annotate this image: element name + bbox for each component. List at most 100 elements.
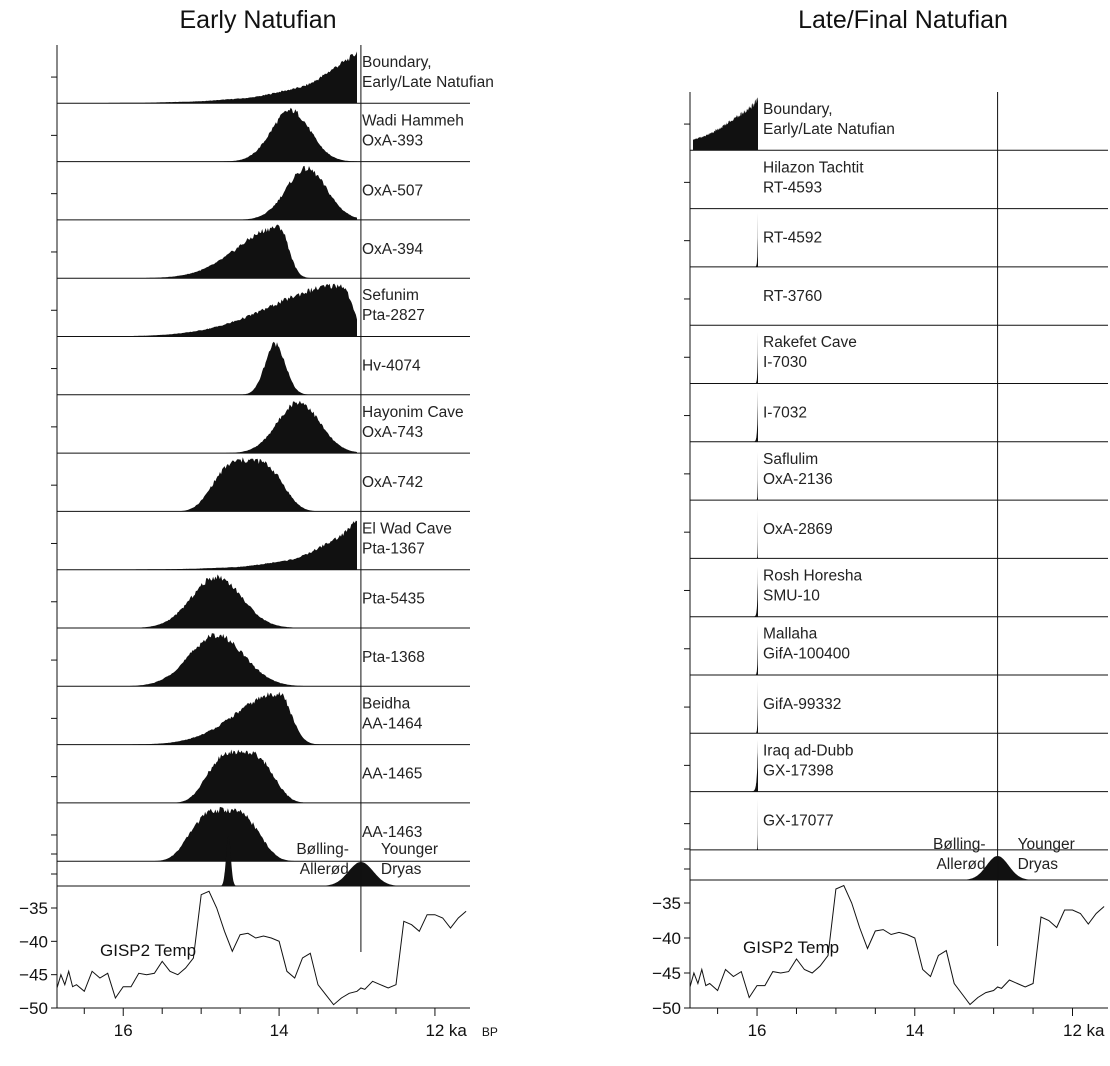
y-tick-label: −40 bbox=[652, 929, 681, 948]
x-tick-label: 14 bbox=[270, 1021, 289, 1040]
younger-dryas-label: Younger Dryas bbox=[1018, 836, 1075, 873]
row-label-line: Rosh Horesha bbox=[763, 567, 862, 584]
distribution-row: AA-1465 bbox=[51, 749, 470, 804]
x-axis-unit-label: ka bbox=[1087, 1021, 1106, 1040]
row-label: Iraq ad-Dubb GX-17398 bbox=[763, 742, 853, 779]
distribution-row: OxA-742 bbox=[51, 457, 470, 512]
distribution-row: Hilazon Tachtit RT-4593 bbox=[684, 159, 1108, 210]
row-label-line: Iraq ad-Dubb bbox=[763, 742, 853, 759]
probability-distribution bbox=[693, 509, 758, 559]
distribution-row: Hayonim Cave OxA-743 bbox=[51, 400, 470, 454]
row-label: OxA-2869 bbox=[763, 521, 833, 538]
row-label-line: Hayonim Cave bbox=[362, 404, 464, 421]
probability-distribution bbox=[693, 740, 758, 792]
late-final-natufian-panel: Late/Final Natufian Boundary, Early/Late N… bbox=[652, 6, 1108, 1040]
row-label-line: OxA-2869 bbox=[763, 521, 833, 538]
distribution-row: Wadi Hammeh OxA-393 bbox=[51, 107, 470, 163]
probability-distribution bbox=[693, 566, 758, 617]
climate-row: Bølling- Allerød Younger Dryas bbox=[684, 836, 1108, 881]
x-axis-unit-label: ka bbox=[449, 1021, 468, 1040]
row-label-line: OxA-743 bbox=[362, 424, 423, 441]
row-label-line: OxA-394 bbox=[362, 241, 424, 258]
y-tick-label: −35 bbox=[652, 894, 681, 913]
gisp2-temperature-plot: GISP2 Temp −35 −40 −45 −50 bbox=[19, 890, 467, 1018]
x-axis-unit-suffix: BP bbox=[482, 1025, 498, 1039]
y-tick-label: −50 bbox=[19, 999, 48, 1018]
row-label: AA-1463 bbox=[362, 824, 422, 841]
climate-label-line: Dryas bbox=[381, 861, 422, 878]
row-label-line: Pta-1367 bbox=[362, 540, 425, 557]
climate-label-line: Bølling- bbox=[296, 841, 349, 858]
probability-distribution bbox=[693, 212, 758, 267]
probability-distribution bbox=[60, 457, 357, 512]
row-label-line: GX-17398 bbox=[763, 762, 834, 779]
distribution-row: Boundary, Early/Late Natufian bbox=[51, 51, 494, 104]
distribution-row: Pta-1368 bbox=[51, 633, 470, 687]
probability-distribution bbox=[60, 224, 357, 279]
row-label-line: I-7032 bbox=[763, 405, 807, 422]
y-tick-label: −35 bbox=[19, 899, 48, 918]
probability-distribution bbox=[60, 107, 357, 162]
bolling-allerod-label: Bølling- Allerød bbox=[933, 836, 986, 873]
row-label-line: AA-1464 bbox=[362, 715, 423, 732]
x-tick-label: 16 bbox=[114, 1021, 133, 1040]
climate-label-line: Younger bbox=[1018, 836, 1075, 853]
row-label-line: Sefunim bbox=[362, 287, 419, 304]
row-label: OxA-507 bbox=[362, 183, 423, 200]
row-label-line: SMU-10 bbox=[763, 587, 820, 604]
panel-title: Late/Final Natufian bbox=[798, 6, 1008, 34]
row-label-line: GifA-99332 bbox=[763, 696, 841, 713]
probability-distribution bbox=[60, 51, 357, 104]
row-label-line: GX-17077 bbox=[763, 813, 834, 830]
climate-label-line: Bølling- bbox=[933, 836, 986, 853]
climate-label-line: Younger bbox=[381, 841, 438, 858]
distribution-row: GifA-99332 bbox=[684, 681, 1108, 734]
row-label-line: GifA-100400 bbox=[763, 646, 850, 663]
y-tick-label: −50 bbox=[652, 999, 681, 1018]
row-label-line: Pta-2827 bbox=[362, 307, 425, 324]
climate-label-line: Dryas bbox=[1018, 856, 1059, 873]
probability-distribution bbox=[60, 400, 357, 454]
row-label-line: I-7030 bbox=[763, 354, 807, 371]
probability-distribution bbox=[60, 806, 357, 862]
row-label-line: Early/Late Natufian bbox=[362, 74, 494, 91]
climate-event-distribution bbox=[220, 836, 237, 886]
row-label: Saflulim OxA-2136 bbox=[763, 451, 833, 488]
early-natufian-panel: Early Natufian Boundary, Early/Late Natufi… bbox=[19, 6, 498, 1040]
gisp2-temperature-plot: GISP2 Temp −35 −40 −45 −50 bbox=[652, 884, 1105, 1018]
probability-distribution bbox=[693, 331, 758, 384]
row-label: GifA-99332 bbox=[763, 696, 841, 713]
row-label: Hv-4074 bbox=[362, 358, 421, 375]
row-label-line: Saflulim bbox=[763, 451, 818, 468]
distribution-row: Hv-4074 bbox=[51, 341, 470, 396]
distribution-row: Mallaha GifA-100400 bbox=[684, 625, 1108, 676]
probability-distribution bbox=[60, 341, 357, 395]
distribution-row: Rakefet Cave I-7030 bbox=[684, 331, 1108, 384]
temperature-series-line bbox=[56, 890, 467, 1006]
row-label-line: Rakefet Cave bbox=[763, 334, 857, 351]
row-label-line: Pta-1368 bbox=[362, 649, 425, 666]
row-label-line: RT-4593 bbox=[763, 179, 822, 196]
probability-distribution bbox=[693, 798, 758, 850]
row-label: GX-17077 bbox=[763, 813, 834, 830]
x-tick-label: 12 bbox=[1063, 1021, 1082, 1040]
row-label: Mallaha GifA-100400 bbox=[763, 626, 850, 663]
distribution-row: Pta-5435 bbox=[51, 574, 470, 629]
row-label-line: OxA-742 bbox=[362, 474, 423, 491]
distribution-row: Rosh Horesha SMU-10 bbox=[684, 566, 1108, 618]
distribution-row: AA-1463 bbox=[51, 806, 470, 862]
row-label-line: Mallaha bbox=[763, 626, 818, 643]
probability-distribution bbox=[693, 451, 758, 501]
probability-distribution bbox=[60, 520, 357, 570]
distribution-row: RT-4592 bbox=[684, 212, 1108, 268]
distribution-row: Iraq ad-Dubb GX-17398 bbox=[684, 740, 1108, 793]
distribution-row: Boundary, Early/Late Natufian bbox=[684, 97, 1108, 151]
row-label: Beidha AA-1464 bbox=[362, 695, 423, 732]
row-label: El Wad Cave Pta-1367 bbox=[362, 520, 452, 557]
row-label: Hilazon Tachtit RT-4593 bbox=[763, 159, 864, 196]
probability-distribution bbox=[60, 633, 357, 687]
probability-distribution bbox=[60, 691, 357, 745]
distribution-row: Saflulim OxA-2136 bbox=[684, 451, 1108, 501]
